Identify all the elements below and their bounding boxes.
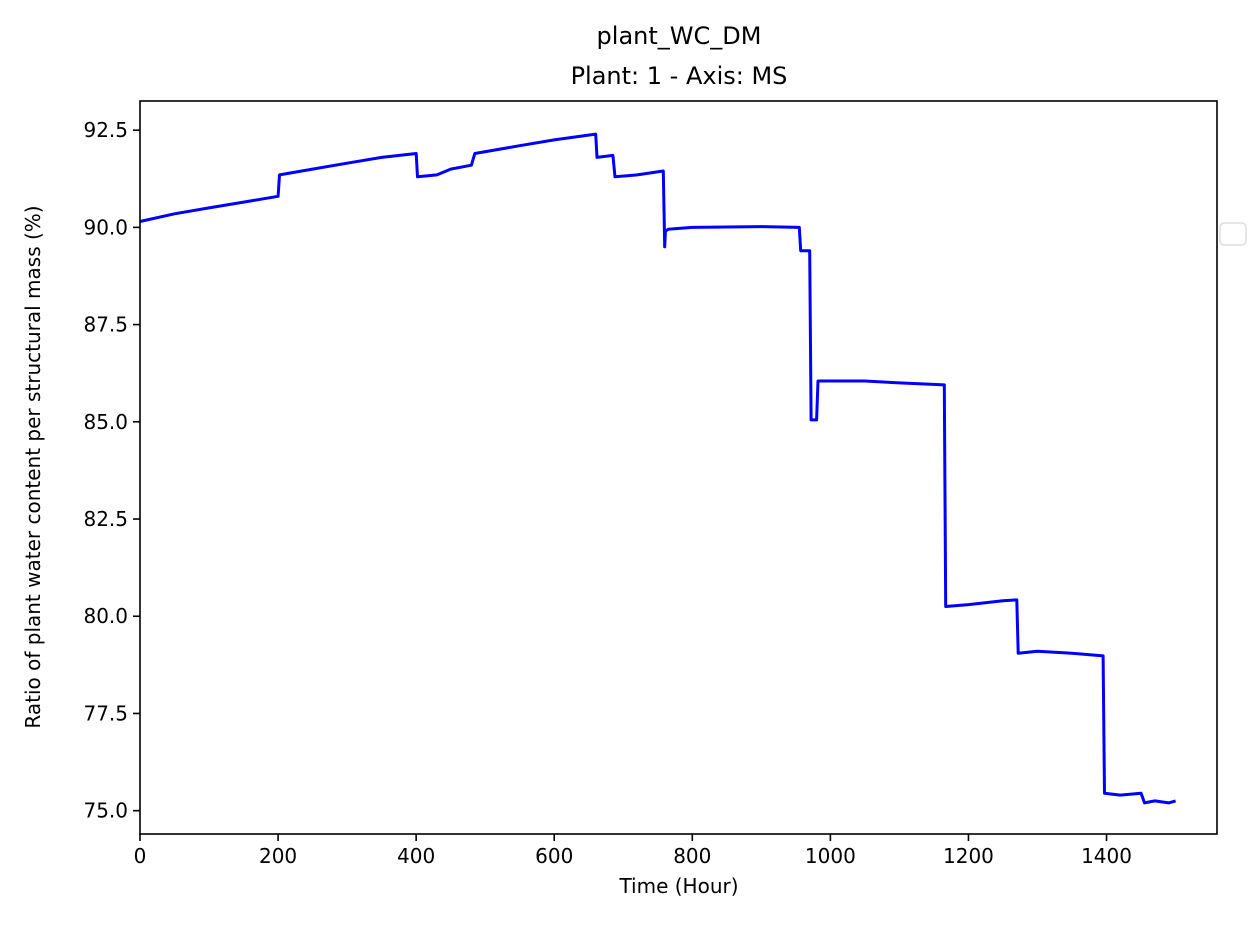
x-tick-label: 600 — [535, 844, 573, 868]
chart-title: plant_WC_DM — [597, 22, 762, 50]
y-tick-label: 82.5 — [83, 507, 128, 531]
y-tick-label: 80.0 — [83, 604, 128, 628]
x-tick-label: 0 — [134, 844, 147, 868]
x-axis-ticks: 0 200 400 600 800 1000 1200 1400 — [134, 834, 1132, 868]
y-tick-label: 90.0 — [83, 215, 128, 239]
x-tick-label: 1400 — [1081, 844, 1132, 868]
y-axis-ticks: 75.0 77.5 80.0 82.5 85.0 87.5 90.0 92.5 — [83, 118, 140, 823]
x-tick-label: 1000 — [805, 844, 856, 868]
y-tick-label: 77.5 — [83, 701, 128, 725]
y-tick-label: 87.5 — [83, 313, 128, 337]
y-tick-label: 85.0 — [83, 410, 128, 434]
series-line — [139, 132, 1177, 805]
series-group — [139, 132, 1177, 805]
chart-subtitle: Plant: 1 - Axis: MS — [571, 62, 788, 90]
legend-box — [1219, 222, 1247, 246]
x-tick-label: 200 — [259, 844, 297, 868]
x-axis-label: Time (Hour) — [618, 874, 738, 898]
x-tick-label: 800 — [673, 844, 711, 868]
y-tick-label: 75.0 — [83, 799, 128, 823]
y-tick-label: 92.5 — [83, 118, 128, 142]
x-tick-label: 1200 — [943, 844, 994, 868]
x-tick-label: 400 — [397, 844, 435, 868]
y-axis-label: Ratio of plant water content per structu… — [21, 205, 45, 728]
plot-area-frame — [139, 100, 1218, 835]
